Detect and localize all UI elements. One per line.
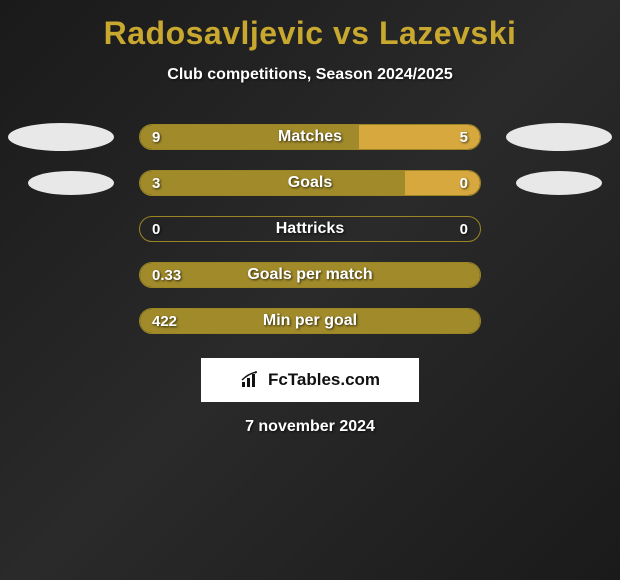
bar-track: 0 Hattricks 0 (139, 216, 481, 242)
subtitle: Club competitions, Season 2024/2025 (167, 66, 452, 84)
bar-track: 9 Matches 5 (139, 124, 481, 150)
stat-row-matches: 9 Matches 5 (0, 124, 620, 150)
footer-date: 7 november 2024 (245, 418, 375, 436)
player-left-avatar (8, 123, 114, 151)
player-right-avatar (516, 171, 602, 195)
stat-row-goals: 3 Goals 0 (0, 170, 620, 196)
brand-text: FcTables.com (268, 370, 380, 390)
right-value: 0 (460, 171, 468, 195)
right-value: 5 (460, 125, 468, 149)
stat-row-min-per-goal: 422 Min per goal (0, 308, 620, 334)
page-title: Radosavljevic vs Lazevski (104, 15, 517, 52)
stat-label: Min per goal (140, 309, 480, 333)
bar-track: 0.33 Goals per match (139, 262, 481, 288)
bar-track: 3 Goals 0 (139, 170, 481, 196)
player-left-avatar (28, 171, 114, 195)
brand-badge: FcTables.com (201, 358, 419, 402)
stat-label: Goals per match (140, 263, 480, 287)
stat-row-hattricks: 0 Hattricks 0 (0, 216, 620, 242)
stat-rows: 9 Matches 5 3 Goals 0 0 Hattricks 0 (0, 124, 620, 334)
stat-label: Hattricks (140, 217, 480, 241)
player-right-avatar (506, 123, 612, 151)
bar-chart-icon (240, 371, 262, 389)
comparison-infographic: Radosavljevic vs Lazevski Club competiti… (0, 0, 620, 446)
bar-track: 422 Min per goal (139, 308, 481, 334)
stat-label: Matches (140, 125, 480, 149)
right-value: 0 (460, 217, 468, 241)
stat-label: Goals (140, 171, 480, 195)
stat-row-goals-per-match: 0.33 Goals per match (0, 262, 620, 288)
